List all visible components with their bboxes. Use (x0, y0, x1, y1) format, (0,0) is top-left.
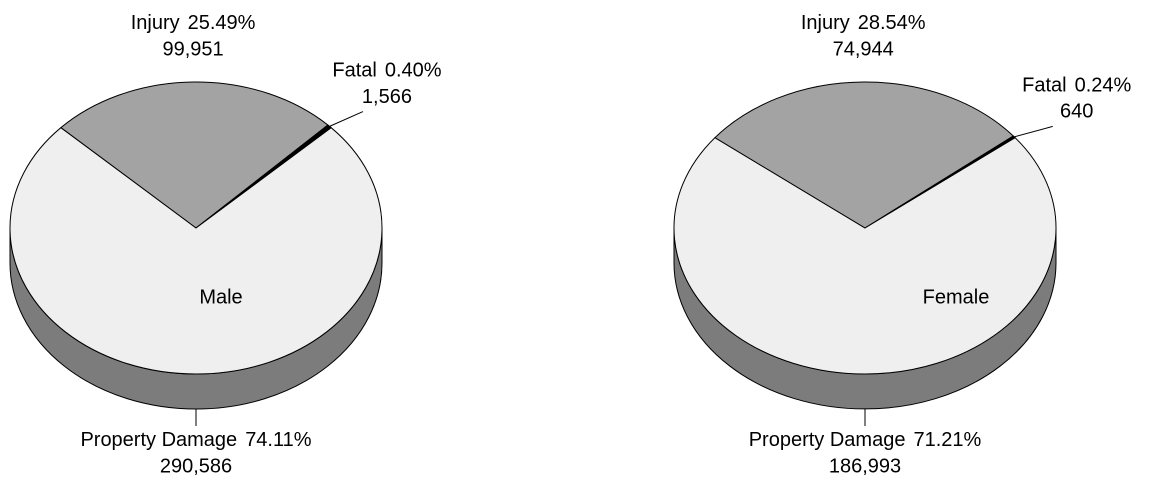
slice-label: Fatal 0.40% (332, 60, 441, 82)
pie-title: Male (199, 286, 242, 308)
count-label: 640 (1060, 101, 1093, 123)
leader-line (329, 111, 364, 127)
slice-label: Injury 28.54% (801, 12, 926, 34)
pie-title: Female (923, 286, 990, 308)
category-name: Fatal (1022, 75, 1066, 97)
count-label: 99,951 (163, 38, 224, 60)
percent-label: 0.24% (1075, 75, 1132, 97)
category-name: Property Damage (80, 429, 237, 451)
category-name: Injury (801, 12, 850, 34)
category-name: Fatal (332, 60, 376, 82)
slice-label: Injury 25.49% (131, 12, 256, 34)
category-name: Injury (131, 12, 180, 34)
percent-label: 74.11% (245, 429, 312, 451)
pie-slice (60, 81, 329, 229)
pie-slice (714, 81, 1015, 229)
leader-line (1014, 125, 1053, 138)
slice-label: Fatal 0.24% (1022, 75, 1131, 97)
percent-label: 25.49% (188, 12, 256, 34)
count-label: 1,566 (362, 86, 412, 108)
percent-label: 0.40% (385, 60, 442, 82)
pie-slice (673, 137, 1057, 375)
count-label: 186,993 (829, 455, 901, 477)
percent-label: 28.54% (858, 12, 926, 34)
count-label: 290,586 (160, 455, 232, 477)
slice-label: Property Damage 74.11% (80, 429, 311, 451)
slice-label: Property Damage 71.21% (749, 429, 982, 451)
count-label: 74,944 (833, 38, 894, 60)
category-name: Property Damage (749, 429, 906, 451)
pie-slice (9, 127, 383, 375)
percent-label: 71.21% (913, 429, 981, 451)
